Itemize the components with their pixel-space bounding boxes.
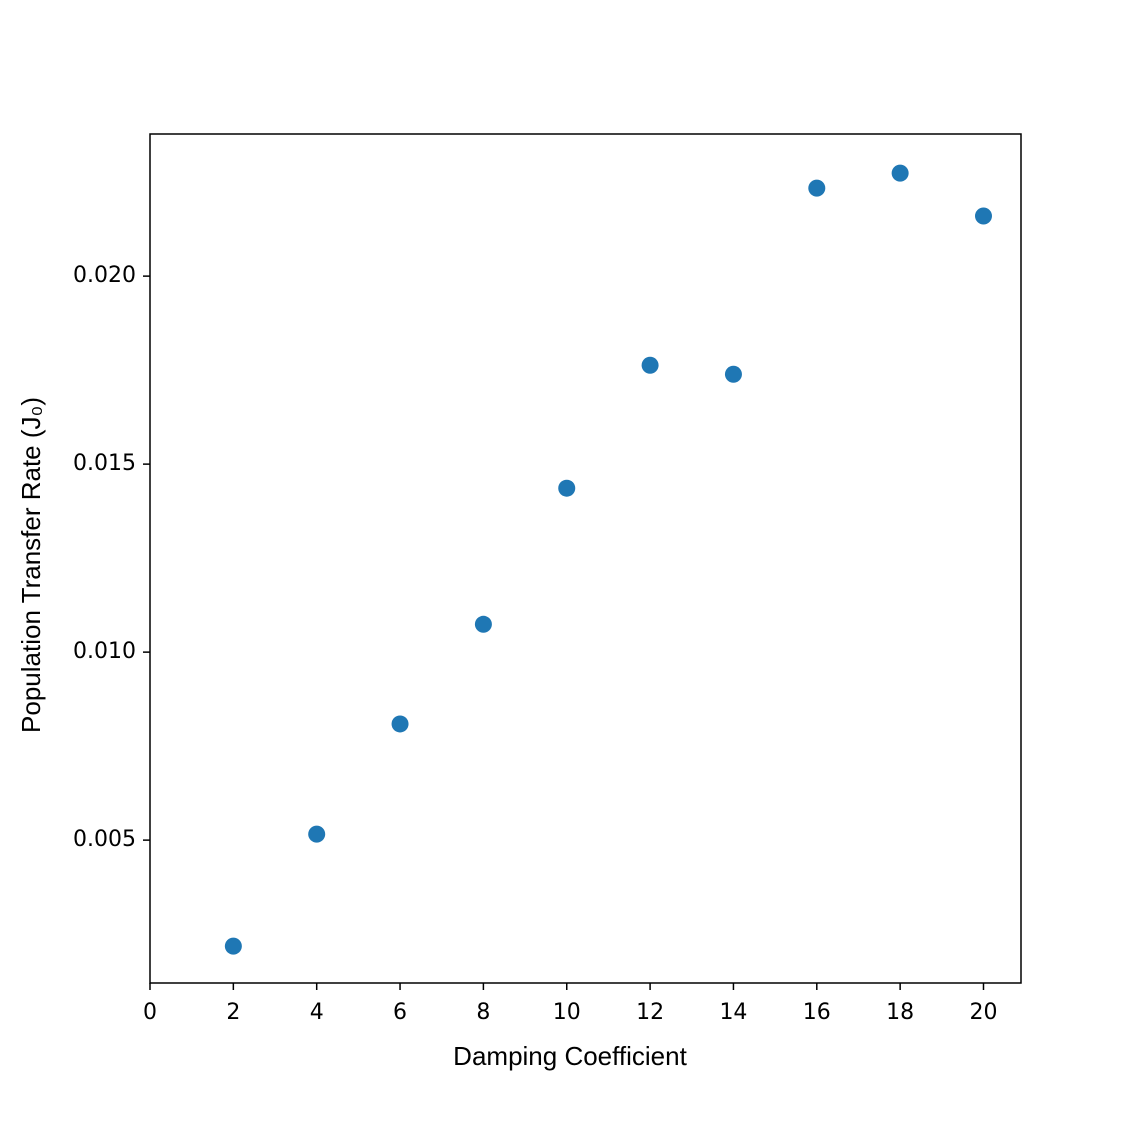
x-tick-label: 18	[886, 1000, 914, 1025]
point	[974, 207, 992, 225]
x-tick-label: 0	[143, 1000, 157, 1025]
point	[891, 164, 909, 182]
x-tick-label: 10	[553, 1000, 581, 1025]
x-tick-label: 12	[636, 1000, 664, 1025]
y-tick-label: 0.015	[73, 451, 136, 476]
x-tick-label: 20	[969, 1000, 997, 1025]
plot-frame	[149, 133, 1022, 984]
x-tick-label: 14	[719, 1000, 747, 1025]
y-tick-label: 0.005	[73, 827, 136, 852]
x-tick-label: 8	[476, 1000, 490, 1025]
point	[391, 715, 409, 733]
point	[641, 356, 659, 374]
x-tick-label: 16	[803, 1000, 831, 1025]
point	[808, 179, 826, 197]
x-tick-label: 4	[310, 1000, 324, 1025]
y-tick-label: 0.010	[73, 639, 136, 664]
x-tick-label: 2	[226, 1000, 240, 1025]
point	[724, 365, 742, 383]
point	[558, 479, 576, 497]
y-axis-title: Population Transfer Rate (J₀)	[16, 397, 46, 733]
point	[224, 937, 242, 955]
y-tick-label: 0.020	[73, 263, 136, 288]
x-axis-title: Damping Coefficient	[453, 1041, 687, 1071]
x-tick-label: 6	[393, 1000, 407, 1025]
point	[308, 825, 326, 843]
point	[474, 615, 492, 633]
